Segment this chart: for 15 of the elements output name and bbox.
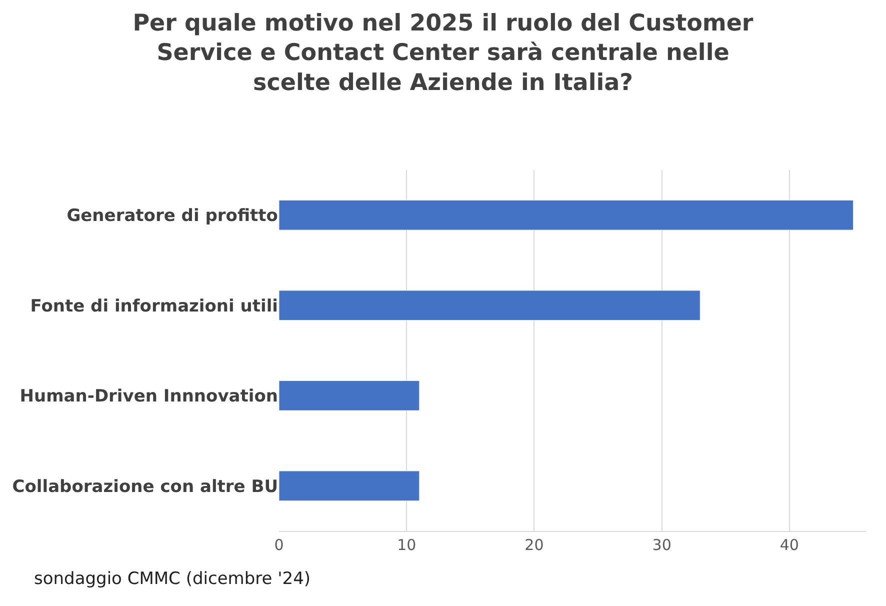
x-tick-label: 10 bbox=[397, 536, 416, 554]
x-tick-label: 40 bbox=[780, 536, 799, 554]
text: sondaggio CMMC (dicembre '24) bbox=[34, 569, 311, 589]
bar bbox=[279, 200, 854, 230]
chart-title: Per quale motivo nel 2025 il ruolo del Customer Service e Contact Center sarà centrale nelle scelte delle Aziende in Italia? bbox=[132, 10, 754, 96]
y-tick-label: Fonte di informazioni utili bbox=[30, 296, 278, 316]
bar bbox=[279, 470, 420, 502]
x-tick-label: 20 bbox=[524, 536, 544, 554]
x-tick-label: 0 bbox=[274, 536, 284, 554]
bar bbox=[279, 380, 420, 411]
bar bbox=[279, 290, 700, 321]
y-tick-label: Human-Driven Innnovation bbox=[20, 386, 278, 407]
x-tick-label: 30 bbox=[652, 536, 672, 554]
y-tick-label: Generatore di profitto bbox=[66, 206, 278, 226]
y-tick-label: Collaborazione con altre BU bbox=[12, 476, 278, 497]
